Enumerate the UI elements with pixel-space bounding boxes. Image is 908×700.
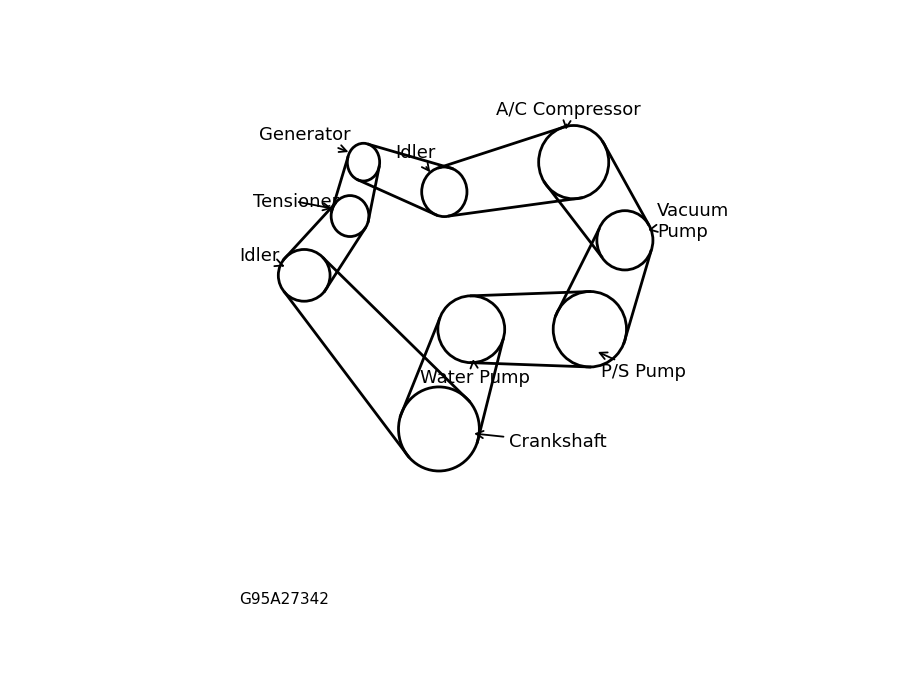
Text: Water Pump: Water Pump: [420, 361, 530, 387]
Text: Idler: Idler: [396, 144, 436, 171]
Text: G95A27342: G95A27342: [240, 592, 330, 607]
Text: P/S Pump: P/S Pump: [599, 352, 686, 382]
Text: Generator: Generator: [260, 126, 351, 152]
Text: A/C Compressor: A/C Compressor: [496, 101, 641, 127]
Text: Tensioner: Tensioner: [253, 193, 339, 211]
Text: Crankshaft: Crankshaft: [476, 431, 607, 452]
Text: Vacuum
Pump: Vacuum Pump: [650, 202, 729, 241]
Text: Idler: Idler: [240, 248, 283, 266]
